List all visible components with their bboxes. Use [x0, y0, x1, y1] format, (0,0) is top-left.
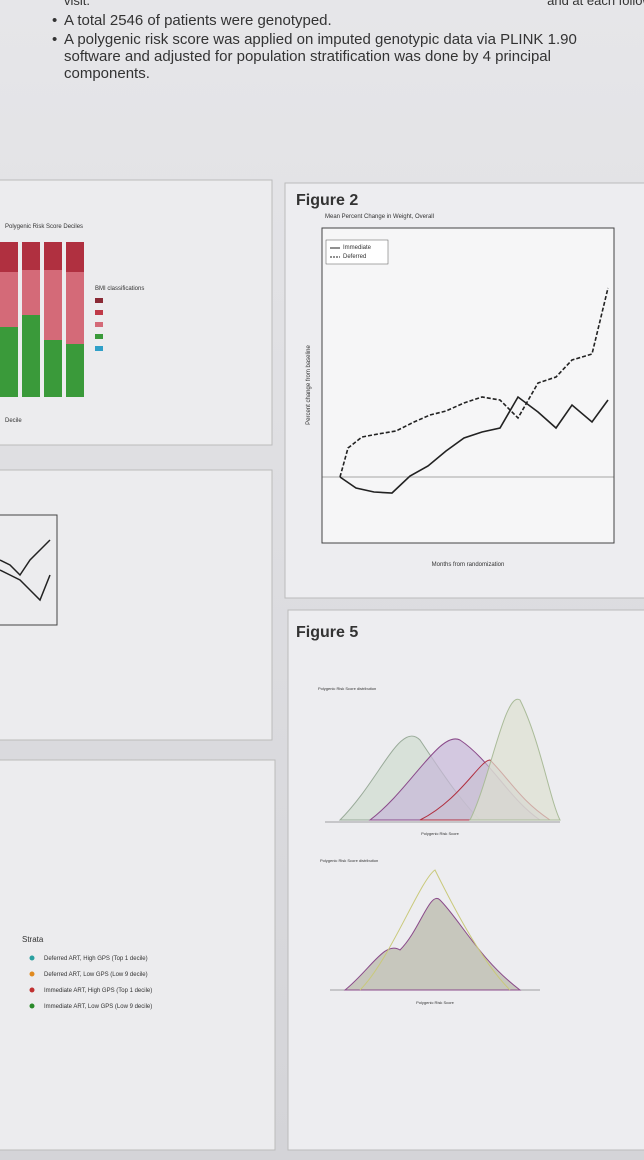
- plot-line: [0, 539, 51, 577]
- panel: [0, 179, 273, 446]
- legend-title: Strata: [22, 935, 44, 944]
- bar-segment: [66, 242, 84, 272]
- plot-title: Polygenic Risk Score distribution: [318, 686, 376, 691]
- plot-frame: [0, 514, 58, 626]
- swatch: [95, 322, 103, 327]
- bar-segment: [44, 270, 62, 340]
- bar-segment: [44, 242, 62, 270]
- plot-line: [339, 395, 609, 494]
- plot-frame: [321, 227, 615, 544]
- figure-title: Mean Percent Change in Weight, Overall: [325, 214, 434, 220]
- legend-swatches: [95, 298, 103, 351]
- panel-title: Polygenic Risk Score Deciles: [5, 224, 83, 230]
- bullet: A total 2546 of patients were genotyped.: [52, 12, 630, 29]
- axis-label: Decile: [5, 418, 22, 424]
- legend-label: Immediate: [343, 245, 372, 251]
- legend-label: Deferred ART, Low GPS (Low 9 decile): [44, 972, 148, 978]
- fragment: visit.: [64, 0, 90, 8]
- density: [359, 869, 511, 991]
- bar-segment: [22, 270, 40, 315]
- density: [469, 698, 561, 821]
- figure-label: Figure 5: [296, 624, 358, 641]
- legend-label: Deferred ART, High GPS (Top 1 decile): [44, 956, 148, 962]
- axis-label: Percent change from baseline: [306, 344, 312, 424]
- swatch: [95, 334, 103, 339]
- stacked-bars: [0, 242, 84, 397]
- legend-marker: [29, 1003, 35, 1009]
- legend-label: Immediate ART, Low GPS (Low 9 decile): [44, 1004, 152, 1010]
- plot-title: Polygenic Risk Score distribution: [320, 858, 378, 863]
- legend-box: [325, 239, 389, 265]
- legend-marker: [29, 971, 35, 977]
- legend-title: BMI classifications: [95, 286, 144, 292]
- bullet: A polygenic risk score was applied on im…: [52, 31, 630, 82]
- plot-line: [339, 287, 609, 478]
- bar-segment: [0, 272, 18, 327]
- figure-label: Figure 2: [296, 192, 358, 209]
- swatch: [95, 298, 103, 303]
- legend-label: Immediate ART, High GPS (Top 1 decile): [44, 988, 152, 994]
- fragment: and at each follow up: [547, 0, 644, 8]
- panel: [287, 609, 644, 1151]
- bullet-list: A total 2546 of patients were genotyped.…: [50, 12, 630, 82]
- axis-label: Polygenic Risk Score: [421, 831, 460, 836]
- legend-label: Deferred: [343, 254, 366, 260]
- density: [343, 897, 522, 991]
- plot-line: [0, 569, 51, 602]
- swatch: [95, 310, 103, 315]
- fragment-row: visit. and at each follow up: [50, 0, 644, 12]
- swatch: [95, 346, 103, 351]
- legend-marker: [29, 987, 35, 993]
- bar-segment: [0, 242, 18, 272]
- intro-text: visit. and at each follow up A total 254…: [50, 0, 644, 84]
- panel: [0, 469, 273, 741]
- bar-segment: [22, 242, 40, 270]
- panel: [0, 759, 276, 1151]
- axis-label: Months from randomization: [432, 562, 505, 568]
- bar-segment: [66, 272, 84, 344]
- axis-label: Polygenic Risk Score: [416, 1000, 455, 1005]
- legend-marker: [29, 955, 35, 961]
